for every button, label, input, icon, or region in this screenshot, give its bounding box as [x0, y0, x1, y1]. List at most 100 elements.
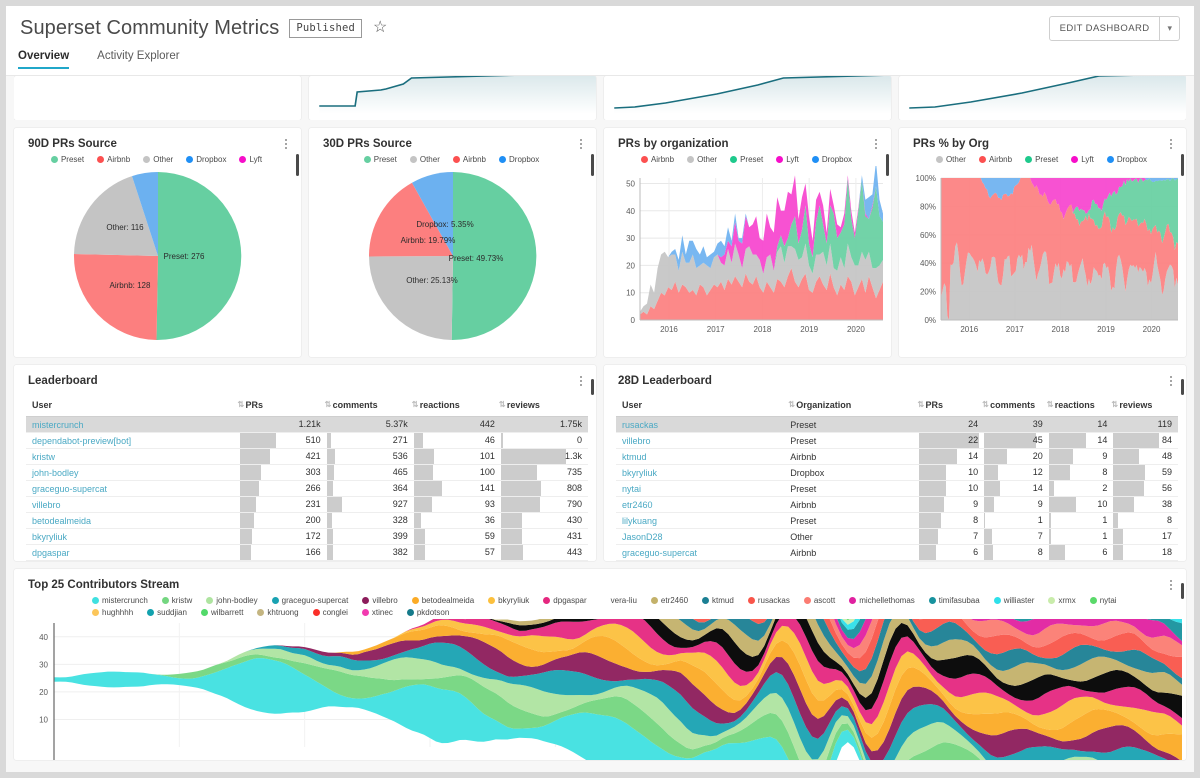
- more-vertical-icon[interactable]: [1165, 137, 1177, 151]
- user-link[interactable]: nytai: [622, 483, 642, 494]
- user-link[interactable]: lilykuang: [622, 515, 658, 526]
- user-link[interactable]: mistercrunch: [32, 419, 84, 430]
- user-link[interactable]: rusackas: [622, 419, 659, 430]
- legend-item[interactable]: Other: [687, 155, 717, 164]
- legend-item[interactable]: bkyryliuk: [488, 596, 529, 605]
- legend-item[interactable]: xrmx: [1048, 596, 1076, 605]
- cell-user[interactable]: villebro: [26, 496, 240, 513]
- legend-item[interactable]: xtinec: [361, 608, 393, 617]
- big-number-card-3[interactable]: [604, 76, 891, 120]
- legend-item[interactable]: Airbnb: [640, 155, 674, 164]
- card-28d-leaderboard[interactable]: 28D Leaderboard User ⇅ Organization ⇅ PRs ⇅ co…: [604, 365, 1186, 561]
- stream-chart[interactable]: 10 20 30 40: [14, 569, 1186, 760]
- star-outline-icon[interactable]: ☆: [373, 19, 388, 36]
- pie-chart-90d[interactable]: Preset: 276 Airbnb: 128 Other: 116: [14, 166, 301, 346]
- cell-user[interactable]: bkyryliuk: [616, 464, 791, 481]
- table-row[interactable]: nytai Preset 10 14 2 56: [616, 480, 1178, 497]
- table-row[interactable]: ktmud Airbnb 14 20 9 48: [616, 448, 1178, 465]
- table-row[interactable]: graceguo-supercat Airbnb 6 8 6 18: [616, 544, 1178, 561]
- cell-user[interactable]: lilykuang: [616, 512, 791, 529]
- area-chart-prs-pct-by-org[interactable]: 0% 20% 40% 60% 80% 100% 2016 2017 2018 2019 2020: [899, 166, 1186, 351]
- legend-item[interactable]: timifasubaa: [928, 596, 980, 605]
- cell-user[interactable]: graceguo-supercat: [616, 544, 791, 561]
- user-link[interactable]: etr2460: [622, 499, 653, 510]
- legend-item[interactable]: Lyft: [776, 155, 799, 164]
- cell-user[interactable]: dependabot-preview[bot]: [26, 432, 240, 449]
- legend-item[interactable]: villebro: [362, 596, 398, 605]
- cell-user[interactable]: graceguo-supercat: [26, 480, 240, 497]
- table-row[interactable]: bkyryliuk Dropbox 10 12 8 59: [616, 464, 1178, 481]
- cell-user[interactable]: ktmud: [616, 448, 791, 465]
- column-header-organization[interactable]: ⇅ Organization: [788, 395, 920, 417]
- table-row[interactable]: dpgaspar 166 382 57 443: [26, 544, 588, 561]
- legend-item[interactable]: Other: [409, 155, 440, 164]
- status-badge[interactable]: Published: [289, 18, 363, 38]
- cell-user[interactable]: nytai: [616, 480, 791, 497]
- legend-item[interactable]: vera-liu: [601, 596, 637, 605]
- cell-user[interactable]: mistercrunch: [616, 560, 791, 561]
- sort-icon[interactable]: ⇅: [1111, 400, 1119, 409]
- column-header-user[interactable]: User: [26, 395, 240, 417]
- card-90d-prs-source[interactable]: 90D PRs Source Preset Airbnb Other Dropb…: [14, 128, 301, 357]
- legend-item[interactable]: khtruong: [257, 608, 299, 617]
- legend-item[interactable]: nytai: [1089, 596, 1117, 605]
- legend-item[interactable]: Lyft: [239, 155, 262, 164]
- vertical-scrollbar[interactable]: [296, 154, 299, 176]
- user-link[interactable]: graceguo-supercat: [622, 547, 698, 558]
- cell-user[interactable]: vera-liu: [26, 560, 240, 561]
- legend-item[interactable]: rusackas: [747, 596, 790, 605]
- user-link[interactable]: betodealmeida: [32, 515, 92, 526]
- more-vertical-icon[interactable]: [575, 374, 587, 388]
- sort-icon[interactable]: ⇅: [237, 400, 245, 409]
- column-header-comments[interactable]: ⇅ comments: [982, 395, 1049, 417]
- more-vertical-icon[interactable]: [575, 137, 587, 151]
- cell-user[interactable]: bkyryliuk: [26, 528, 240, 545]
- user-link[interactable]: dpgaspar: [32, 547, 70, 558]
- big-number-card-2[interactable]: [309, 76, 596, 120]
- vertical-scrollbar[interactable]: [1181, 379, 1184, 395]
- legend-item[interactable]: Dropbox: [1106, 155, 1147, 164]
- user-link[interactable]: JasonD28: [622, 531, 663, 542]
- chevron-down-icon[interactable]: ▾: [1160, 15, 1180, 41]
- sort-icon[interactable]: ⇅: [788, 400, 795, 409]
- legend-item[interactable]: Preset: [1025, 155, 1058, 164]
- column-header-reviews[interactable]: ⇅ reviews: [499, 395, 588, 417]
- legend-item[interactable]: kristw: [161, 596, 192, 605]
- more-vertical-icon[interactable]: [1165, 374, 1177, 388]
- card-30d-prs-source[interactable]: 30D PRs Source Preset Other Airbnb Dropb…: [309, 128, 596, 357]
- vertical-scrollbar[interactable]: [591, 379, 594, 395]
- legend-item[interactable]: Dropbox: [811, 155, 852, 164]
- vertical-scrollbar[interactable]: [886, 154, 889, 176]
- legend-item[interactable]: ascott: [803, 596, 835, 605]
- pie-chart-30d[interactable]: Preset: 49.73% Other: 25.13% Airbnb: 19.…: [309, 166, 596, 346]
- legend-item[interactable]: graceguo-supercat: [271, 596, 348, 605]
- leaderboard-28d-table[interactable]: User ⇅ Organization ⇅ PRs ⇅ comments ⇅ reactions…: [616, 395, 1178, 561]
- table-row[interactable]: etr2460 Airbnb 9 9 10 38: [616, 496, 1178, 513]
- user-link[interactable]: john-bodley: [32, 467, 79, 478]
- legend-item[interactable]: pkdotson: [406, 608, 449, 617]
- user-link[interactable]: bkyryliuk: [32, 531, 68, 542]
- legend-item[interactable]: ktmud: [702, 596, 734, 605]
- cell-user[interactable]: dpgaspar: [26, 544, 240, 561]
- column-header-reactions[interactable]: ⇅ reactions: [412, 395, 501, 417]
- table-row[interactable]: john-bodley 303 465 100 735: [26, 464, 588, 481]
- user-link[interactable]: villebro: [622, 435, 651, 446]
- user-link[interactable]: bkyryliuk: [622, 467, 658, 478]
- legend-item[interactable]: Airbnb: [452, 155, 486, 164]
- card-prs-pct-by-org[interactable]: PRs % by Org Other Airbnb Preset Lyft Dr…: [899, 128, 1186, 357]
- more-vertical-icon[interactable]: [870, 137, 882, 151]
- vertical-scrollbar[interactable]: [1181, 583, 1184, 599]
- cell-user[interactable]: betodealmeida: [26, 512, 240, 529]
- area-chart-prs-by-org[interactable]: 0 10 20 30 40 50 2016 2017 2018 2019 2020: [604, 161, 891, 351]
- sort-icon[interactable]: ⇅: [1046, 400, 1054, 409]
- card-leaderboard[interactable]: Leaderboard User ⇅ PRs ⇅ comments ⇅ reactions ⇅…: [14, 365, 596, 561]
- big-number-card-4[interactable]: [899, 76, 1186, 120]
- legend-item[interactable]: michellethomas: [849, 596, 915, 605]
- column-header-reactions[interactable]: ⇅ reactions: [1046, 395, 1114, 417]
- table-row[interactable]: kristw 421 536 101 1.3k: [26, 448, 588, 465]
- table-row[interactable]: villebro 231 927 93 790: [26, 496, 588, 513]
- user-link[interactable]: dependabot-preview[bot]: [32, 435, 132, 446]
- tab-overview[interactable]: Overview: [18, 50, 81, 69]
- more-vertical-icon[interactable]: [1165, 578, 1177, 592]
- cell-user[interactable]: JasonD28: [616, 528, 791, 545]
